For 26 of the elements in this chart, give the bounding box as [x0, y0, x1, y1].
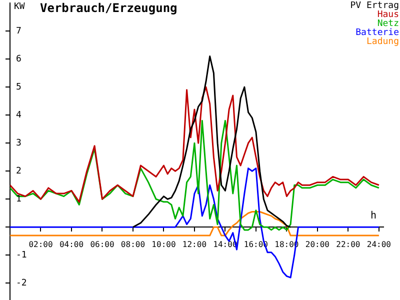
y-tick-label: 7	[16, 26, 22, 36]
text: Haus	[377, 10, 399, 20]
text: Ladung	[366, 36, 399, 47]
x-tick-label: 06:00	[90, 240, 114, 250]
x-tick-label: 02:00	[28, 240, 53, 250]
x-tick-label: 10:00	[152, 240, 176, 250]
text: Netz	[377, 18, 399, 29]
x-tick-label: 12:00	[182, 240, 207, 250]
chart-title: Verbrauch/Erzeugung	[40, 1, 178, 16]
y-tick-label: 3	[16, 138, 22, 148]
x-tick-label: 04:00	[59, 240, 84, 250]
x-tick-label: 20:00	[305, 240, 330, 250]
x-axis-title: h	[370, 210, 377, 222]
x-tick-label: 24:00	[366, 240, 392, 250]
x-tick-label: 08:00	[120, 240, 146, 250]
y-tick-label: -1	[16, 250, 27, 261]
y-tick-label: 5	[16, 82, 22, 92]
y-axis-title: KW	[14, 2, 26, 12]
y-tick-label: -2	[16, 278, 27, 289]
text: PV Ertrag	[350, 0, 399, 11]
y-tick-label: 4	[16, 110, 22, 120]
x-tick-label: 22:00	[336, 240, 360, 250]
y-tick-label: 2	[16, 166, 22, 176]
y-tick-label: 1	[16, 194, 22, 204]
text: Batterie	[356, 28, 399, 38]
y-tick-label: 6	[16, 54, 22, 64]
